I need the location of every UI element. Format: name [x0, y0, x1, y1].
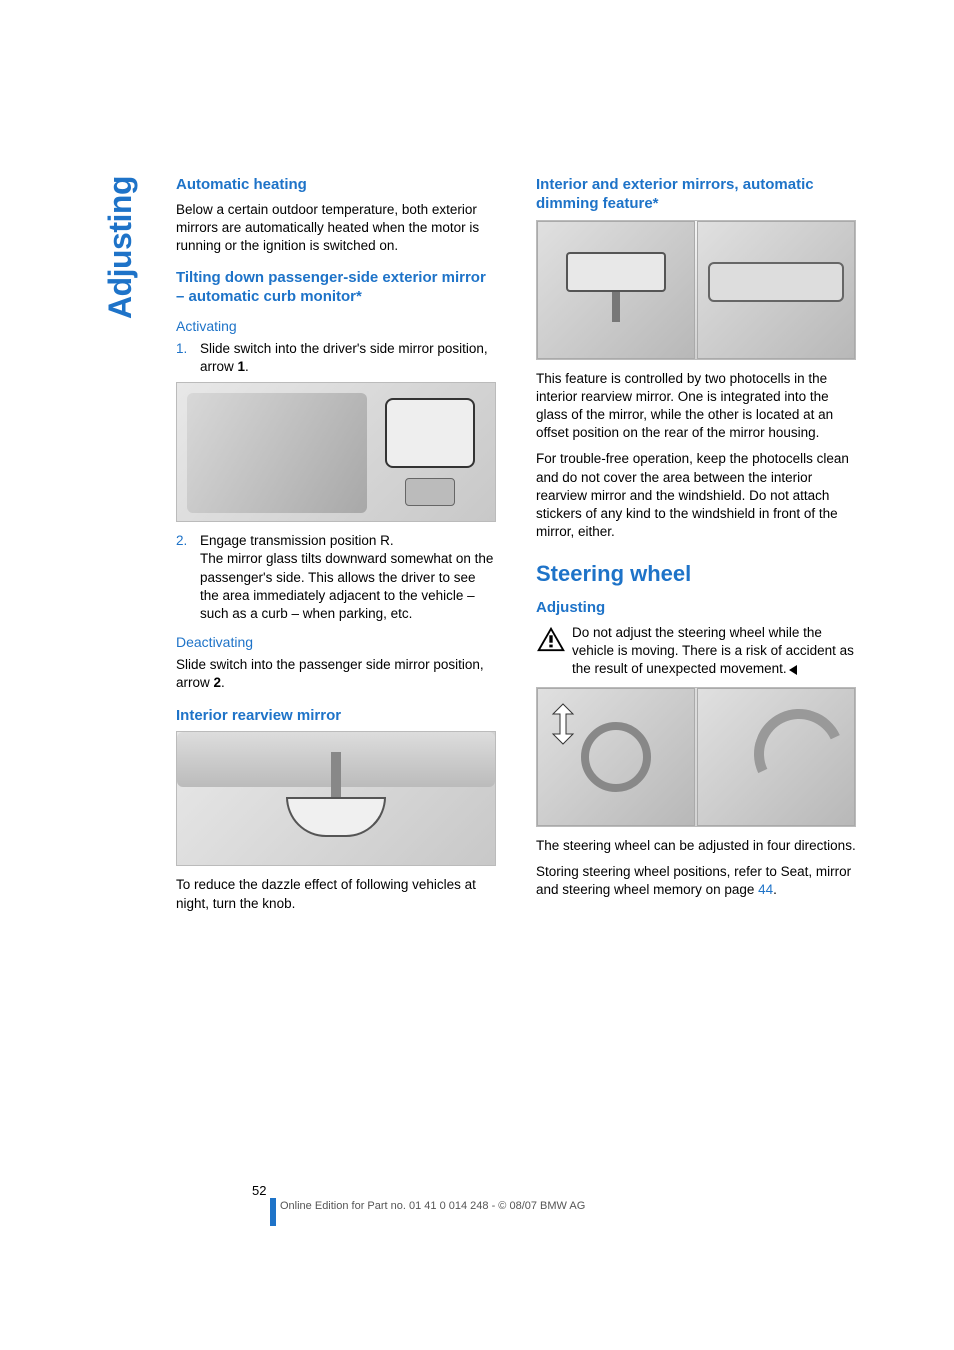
page-number: 52 — [252, 1183, 266, 1198]
step-1-number: 1. — [176, 340, 200, 376]
para-storing-end: . — [773, 882, 777, 897]
step-2-number: 2. — [176, 532, 200, 623]
arrow-icon — [548, 699, 588, 749]
warning-text: Do not adjust the steering wheel while t… — [572, 624, 856, 679]
step-2-text: Engage transmission position R. The mirr… — [200, 532, 496, 623]
right-column: Interior and exterior mirrors, automatic… — [536, 176, 856, 921]
para-deactivating: Slide switch into the passenger side mir… — [176, 656, 496, 692]
heading-tilting-mirror: Tilting down passenger-side exterior mir… — [176, 269, 496, 307]
page-reference-link[interactable]: 44 — [758, 882, 773, 897]
content-columns: Automatic heating Below a certain outdoo… — [176, 176, 856, 921]
warning-icon — [536, 626, 566, 652]
para-trouble-free: For trouble-free operation, keep the pho… — [536, 450, 856, 541]
para-interior-mirror: To reduce the dazzle effect of following… — [176, 876, 496, 912]
left-column: Automatic heating Below a certain outdoo… — [176, 176, 496, 921]
heading-interior-mirror: Interior rearview mirror — [176, 707, 496, 726]
heading-adjusting: Adjusting — [536, 599, 856, 618]
para-photocells: This feature is controlled by two photoc… — [536, 370, 856, 443]
step-1-text: Slide switch into the driver's side mirr… — [200, 340, 496, 376]
warning-box: Do not adjust the steering wheel while t… — [536, 624, 856, 679]
para-storing-positions: Storing steering wheel positions, refer … — [536, 863, 856, 899]
step-1: 1. Slide switch into the driver's side m… — [176, 340, 496, 376]
page: Adjusting Automatic heating Below a cert… — [0, 0, 954, 1350]
footer-accent-bar — [270, 1198, 276, 1226]
side-tab: Adjusting — [102, 33, 139, 176]
section-steering-wheel: Steering wheel — [536, 559, 856, 589]
para-automatic-heating: Below a certain outdoor temperature, bot… — [176, 201, 496, 256]
end-marker-icon — [789, 665, 797, 675]
footer-text: Online Edition for Part no. 01 41 0 014 … — [280, 1200, 585, 1212]
heading-automatic-heating: Automatic heating — [176, 176, 496, 195]
figure-auto-dimming-left — [537, 221, 695, 359]
figure-auto-dimming-right — [697, 221, 855, 359]
warning-text-content: Do not adjust the steering wheel while t… — [572, 625, 854, 676]
para-storing-text: Storing steering wheel positions, refer … — [536, 864, 851, 897]
para-four-directions: The steering wheel can be adjusted in fo… — [536, 837, 856, 855]
figure-auto-dimming — [536, 220, 856, 360]
figure-steering-left — [537, 688, 695, 826]
figure-steering-right — [697, 688, 855, 826]
figure-steering-wheel — [536, 687, 856, 827]
subheading-deactivating: Deactivating — [176, 633, 496, 652]
subheading-activating: Activating — [176, 317, 496, 336]
step-2: 2. Engage transmission position R. The m… — [176, 532, 496, 623]
heading-auto-dimming: Interior and exterior mirrors, automatic… — [536, 176, 856, 214]
figure-mirror-switch — [176, 382, 496, 522]
figure-interior-mirror — [176, 731, 496, 866]
side-tab-label: Adjusting — [102, 176, 139, 319]
